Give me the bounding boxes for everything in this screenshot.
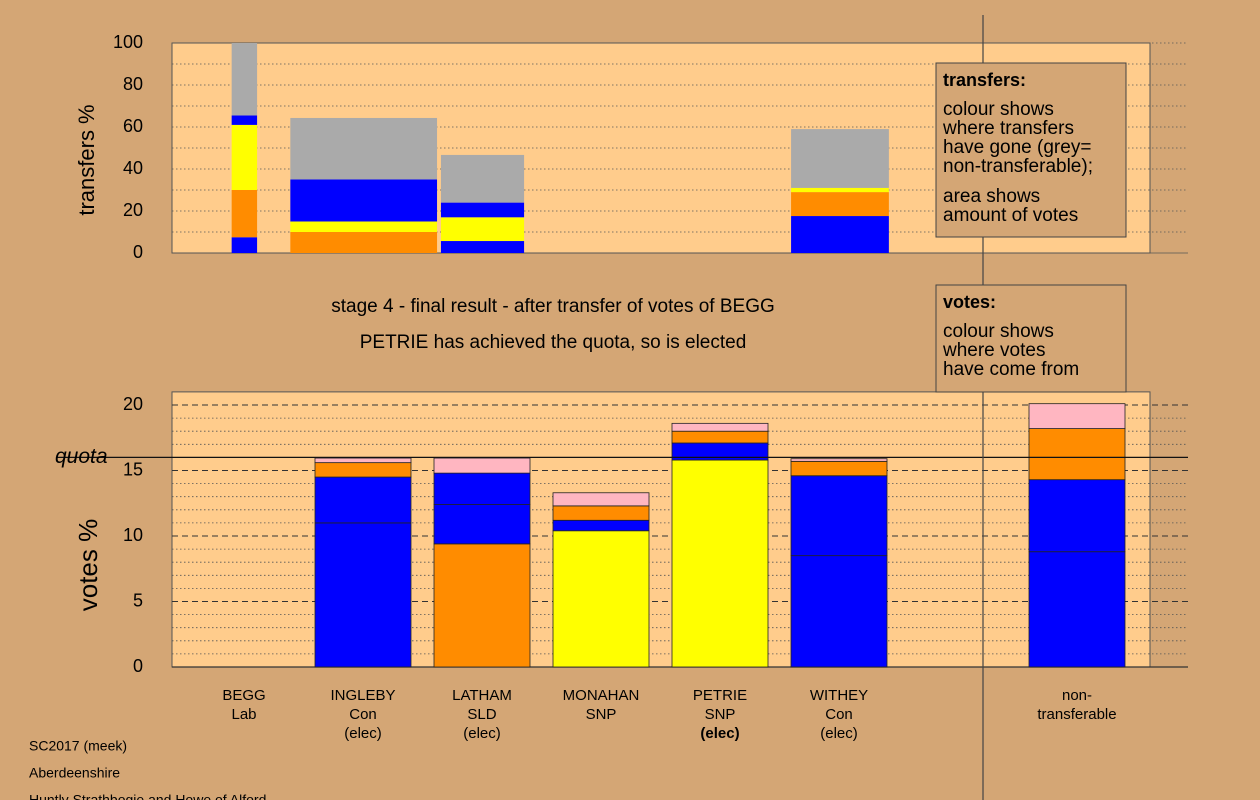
chart-subtitle: PETRIE has achieved the quota, so is ele… <box>360 332 747 353</box>
note-box <box>935 284 1127 393</box>
vote-segment <box>552 505 650 521</box>
y-tick-label: 60 <box>123 116 143 136</box>
y-tick-label: 0 <box>133 656 143 676</box>
x-tick-label: SNP <box>705 706 736 723</box>
vote-segment <box>433 504 531 545</box>
transfer-segment <box>440 202 525 218</box>
vote-segment <box>552 492 650 507</box>
note-text: have gone (grey= <box>943 137 1091 158</box>
note-text: amount of votes <box>943 205 1078 226</box>
footer-text: SC2017 (meek) <box>29 738 127 754</box>
y-tick-label: 15 <box>123 459 143 479</box>
x-tick-label: (elec) <box>463 725 501 742</box>
vote-segment <box>433 543 531 668</box>
transfer-segment <box>791 192 889 217</box>
note-text: colour shows <box>943 99 1054 120</box>
transfer-segment <box>231 124 258 190</box>
vote-segment <box>790 458 888 462</box>
note-title: transfers: <box>943 70 1026 90</box>
y-tick-label: 20 <box>123 394 143 414</box>
transfer-segment <box>440 154 525 203</box>
x-tick-label: SNP <box>586 706 617 723</box>
vote-segment <box>552 530 650 668</box>
transfer-segment <box>290 221 438 232</box>
x-tick-label: INGLEBY <box>330 687 395 704</box>
vote-segment <box>1028 551 1126 668</box>
vote-segment <box>790 475 888 557</box>
y-tick-label: 20 <box>123 200 143 220</box>
y-tick-label: 0 <box>133 242 143 262</box>
quota-label: quota <box>55 445 108 468</box>
y-axis-title: transfers % <box>74 104 99 215</box>
vote-segment <box>433 472 531 505</box>
transfer-segment <box>231 115 258 125</box>
transfer-segment <box>791 216 889 253</box>
transfer-segment <box>231 190 258 238</box>
vote-segment <box>671 430 769 444</box>
y-tick-label: 100 <box>113 32 143 52</box>
vote-segment <box>314 522 412 668</box>
transfer-segment <box>231 43 258 116</box>
transfer-segment <box>791 129 889 188</box>
y-axis-title: votes % <box>73 519 103 612</box>
x-tick-label: (elec) <box>344 725 382 742</box>
footer-text: Aberdeenshire <box>29 765 120 781</box>
vote-segment <box>671 422 769 432</box>
vote-segment <box>552 519 650 532</box>
note-text: non-transferable); <box>943 156 1093 177</box>
y-tick-label: 40 <box>123 158 143 178</box>
note-text: have come from <box>943 359 1079 380</box>
transfer-segment <box>440 217 525 242</box>
y-tick-label: 10 <box>123 525 143 545</box>
note-box <box>935 62 1127 238</box>
vote-segment <box>433 457 531 474</box>
note-title: votes: <box>943 292 996 312</box>
note-text: area shows <box>943 186 1040 207</box>
transfer-segment <box>791 187 889 193</box>
x-tick-label: Lab <box>231 706 256 723</box>
vote-segment <box>671 459 769 668</box>
y-tick-label: 5 <box>133 590 143 610</box>
x-tick-label: (elec) <box>700 725 739 742</box>
transfer-segment <box>231 237 258 253</box>
x-tick-label: LATHAM <box>452 687 512 704</box>
note-text: where votes <box>942 340 1045 361</box>
footer-text: Huntly Strathbogie and Howe of Alford <box>29 792 266 800</box>
y-tick-label: 80 <box>123 74 143 94</box>
vote-segment <box>1028 403 1126 429</box>
vote-segment <box>1028 479 1126 553</box>
vote-segment <box>1028 428 1126 481</box>
transfer-segment <box>290 179 438 222</box>
vote-segment <box>314 457 412 464</box>
vote-segment <box>790 460 888 477</box>
vote-segment <box>314 476 412 524</box>
vote-segment <box>790 555 888 668</box>
transfer-segment <box>290 232 438 253</box>
x-tick-label: PETRIE <box>693 687 747 704</box>
chart-title: stage 4 - final result - after transfer … <box>331 296 775 317</box>
x-tick-label: BEGG <box>222 687 265 704</box>
x-tick-label: SLD <box>467 706 496 723</box>
x-tick-label: WITHEY <box>810 687 868 704</box>
x-tick-label: Con <box>349 706 377 723</box>
x-tick-label: (elec) <box>820 725 858 742</box>
x-tick-label: transferable <box>1037 706 1116 723</box>
note-text: colour shows <box>943 321 1054 342</box>
vote-segment <box>314 462 412 478</box>
transfer-segment <box>290 117 438 180</box>
transfer-segment <box>440 241 525 253</box>
x-tick-label: MONAHAN <box>563 687 640 704</box>
x-tick-label: Con <box>825 706 853 723</box>
x-tick-label: non- <box>1062 687 1092 704</box>
note-text: where transfers <box>942 118 1074 139</box>
